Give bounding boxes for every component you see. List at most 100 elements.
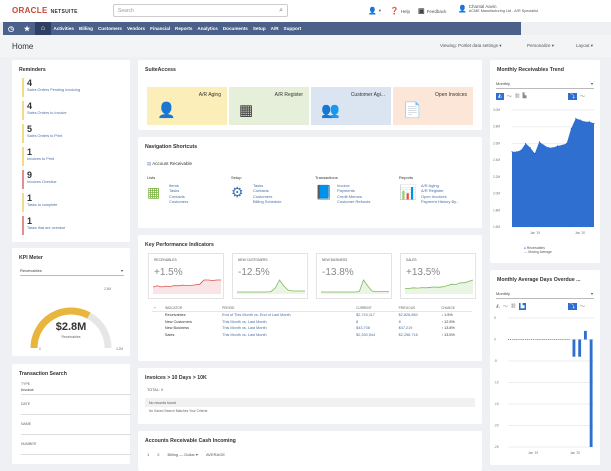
shortcut-link[interactable]: Items — [169, 183, 179, 188]
gauge-max: 4.2M — [116, 347, 124, 351]
group-title: Lists — [147, 175, 156, 180]
trend-off-icon[interactable]: 〜 — [580, 304, 586, 310]
kpi-card[interactable]: NEW CUSTOMERS -12.5% — [232, 253, 308, 299]
shortcut-link[interactable]: Customers — [169, 198, 189, 204]
reminder-item[interactable]: 9 Invoices Overdue — [22, 170, 57, 189]
shortcut-link[interactable]: Customers — [253, 193, 273, 199]
reminder-item[interactable]: 1 Tasks that are overdue — [22, 216, 65, 235]
portlet-settings-link[interactable]: Viewing: Portlet data settings ▾ — [440, 43, 502, 48]
nav-item-ar[interactable]: A/R — [270, 26, 279, 31]
kpi-period[interactable]: This Month vs. Last Month — [222, 326, 267, 331]
trend-on-icon[interactable]: ⤵ — [568, 93, 578, 100]
suiteaccess-tile[interactable]: A/R Register ▦ — [229, 87, 309, 125]
kpi-card[interactable]: NEW BUSINESS -13.8% — [316, 253, 392, 299]
nav-item-support[interactable]: Support — [283, 26, 302, 31]
column-chart-icon[interactable]: ▥ — [510, 303, 516, 309]
tile-label: Customer Agi... — [350, 92, 385, 98]
kpi-previous[interactable]: 8 — [398, 319, 401, 324]
help-button[interactable]: ❓ Help — [390, 7, 410, 15]
nav-item-billing[interactable]: Billing — [78, 26, 93, 31]
kpi-period[interactable]: This Month vs. Last Month — [222, 319, 267, 324]
search-field-number[interactable] — [21, 447, 131, 455]
nav-item-documents[interactable]: Documents — [222, 26, 248, 31]
kpi-card[interactable]: RECEIVABLES +1.5% — [148, 253, 224, 299]
kpi-current[interactable]: $2,743,117 — [356, 313, 375, 318]
personalize-link[interactable]: Personalize ▾ — [527, 43, 555, 48]
nav-item-financial[interactable]: Financial — [150, 26, 171, 31]
data-point — [547, 147, 549, 149]
nav-item-vendors[interactable]: Vendors — [126, 26, 146, 31]
shortcut-link[interactable]: A/R Register — [421, 188, 444, 194]
home-icon[interactable]: ⌂ — [35, 22, 51, 35]
layout-link[interactable]: Layout ▾ — [576, 43, 594, 48]
recent-icon[interactable]: ◷ — [7, 25, 15, 33]
kpi-period[interactable]: This Month vs. Last Month — [222, 333, 267, 338]
shortcut-link[interactable]: Billing Schedule — [253, 198, 282, 204]
reminder-item[interactable]: 5 Sales Orders to Print — [22, 124, 62, 143]
nav-item-analytics[interactable]: Analytics — [197, 26, 218, 31]
area-chart-icon[interactable]: ◭ — [496, 93, 504, 100]
kpi-select[interactable]: Receivables ▾ — [20, 268, 124, 276]
kpi-current[interactable]: $2,330,544 — [356, 333, 376, 338]
trend-on-icon[interactable]: ⤵ — [568, 303, 578, 310]
kpi-previous[interactable]: $2,826,860 — [398, 313, 418, 318]
reminder-item[interactable]: 4 Sales Orders to Invoice — [22, 101, 66, 120]
favorites-star-icon[interactable]: ★ — [23, 25, 31, 33]
trend-off-icon[interactable]: 〜 — [580, 94, 586, 100]
nav-item-reports[interactable]: Reports — [175, 26, 193, 31]
period-select[interactable]: Monthly ▾ — [496, 81, 594, 89]
kpi-current[interactable]: 8 — [356, 319, 359, 324]
reminder-item[interactable]: 1 Tasks to complete — [22, 193, 57, 212]
global-search-input[interactable]: Search ⌕ — [113, 4, 288, 17]
kpi-change: ↑ 13.8% — [441, 326, 455, 331]
recent-records-button[interactable]: 👤 ▾ — [368, 8, 381, 15]
feedback-button[interactable]: ▣ Feedback — [418, 7, 446, 15]
kpi-current[interactable]: $43,708 — [356, 326, 370, 331]
shortcut-link[interactable]: Open Invoices — [421, 193, 447, 199]
y-tick-label: 0 — [494, 338, 496, 342]
bar-chart-icon[interactable]: ▙ — [522, 93, 527, 99]
nav-item-customers[interactable]: Customers — [97, 26, 122, 31]
suiteaccess-tile[interactable]: A/R Aging 👤 — [147, 87, 227, 125]
ar-cash-filter[interactable]: Billing — Dollar ▾ — [167, 452, 198, 457]
kpi-card[interactable]: SALES +13.5% — [400, 253, 476, 299]
shortcut-link[interactable]: Customer Refunds — [337, 198, 371, 204]
page-2[interactable]: 2 — [157, 452, 160, 457]
shortcut-link[interactable]: A/R Aging — [421, 183, 439, 188]
search-icon[interactable]: ⌕ — [279, 7, 283, 14]
nav-item-activities[interactable]: Activities — [53, 26, 74, 31]
reminder-item[interactable]: 4 Sales Orders Pending Invoicing — [22, 78, 80, 97]
shortcut-link[interactable]: Tasks — [253, 183, 264, 188]
kpi-previous[interactable]: $2,256,716 — [398, 333, 418, 338]
shortcut-link[interactable]: Payments — [337, 188, 355, 194]
shortcut-link[interactable]: Contacts — [253, 188, 269, 194]
shortcut-link[interactable]: Contacts — [169, 193, 185, 199]
search-field-date[interactable] — [21, 407, 131, 415]
shortcut-link[interactable]: Invoice — [337, 183, 350, 188]
line-chart-icon[interactable]: 〜 — [506, 94, 512, 100]
shortcut-link[interactable]: Credit Memos — [337, 193, 362, 199]
kpi-previous[interactable]: $47,219 — [398, 326, 413, 331]
area-chart-icon[interactable]: ◭ — [496, 303, 500, 309]
reminder-item[interactable]: 1 Invoices to Print — [22, 147, 54, 166]
feedback-label: Feedback — [426, 8, 447, 14]
kpi-period[interactable]: End of This Month vs. End of Last Month — [222, 313, 291, 318]
shortcut-link[interactable]: Tasks — [169, 188, 180, 194]
user-name: Chantal Aavin — [468, 4, 497, 9]
section-account-receivable[interactable]: ▤ Account Receivable — [147, 161, 192, 167]
column-chart-icon[interactable]: ▥ — [514, 93, 520, 99]
search-field-name[interactable] — [21, 427, 131, 435]
bar-chart-icon[interactable]: ▙ — [518, 303, 527, 310]
shortcut-link[interactable]: Payment History By... — [421, 198, 460, 204]
oracle-netsuite-logo[interactable]: ORACLE NETSUITE — [12, 6, 78, 15]
user-menu[interactable]: 👤 Chantal Aavin ACME Manufacturing Ltd - A… — [458, 4, 538, 13]
period-select[interactable]: Monthly ▾ — [496, 291, 594, 299]
field-label: DATE — [21, 402, 31, 406]
line-chart-icon[interactable]: 〜 — [502, 304, 508, 310]
suiteaccess-tile[interactable]: Customer Agi... 👥 — [311, 87, 391, 125]
field-label: NAME — [21, 422, 32, 426]
suiteaccess-tile[interactable]: Open Invoices 📄 — [393, 87, 473, 125]
search-field-type[interactable]: Invoice — [21, 387, 131, 395]
nav-item-setup[interactable]: Setup — [252, 26, 266, 31]
page-1[interactable]: 1 — [147, 452, 150, 457]
